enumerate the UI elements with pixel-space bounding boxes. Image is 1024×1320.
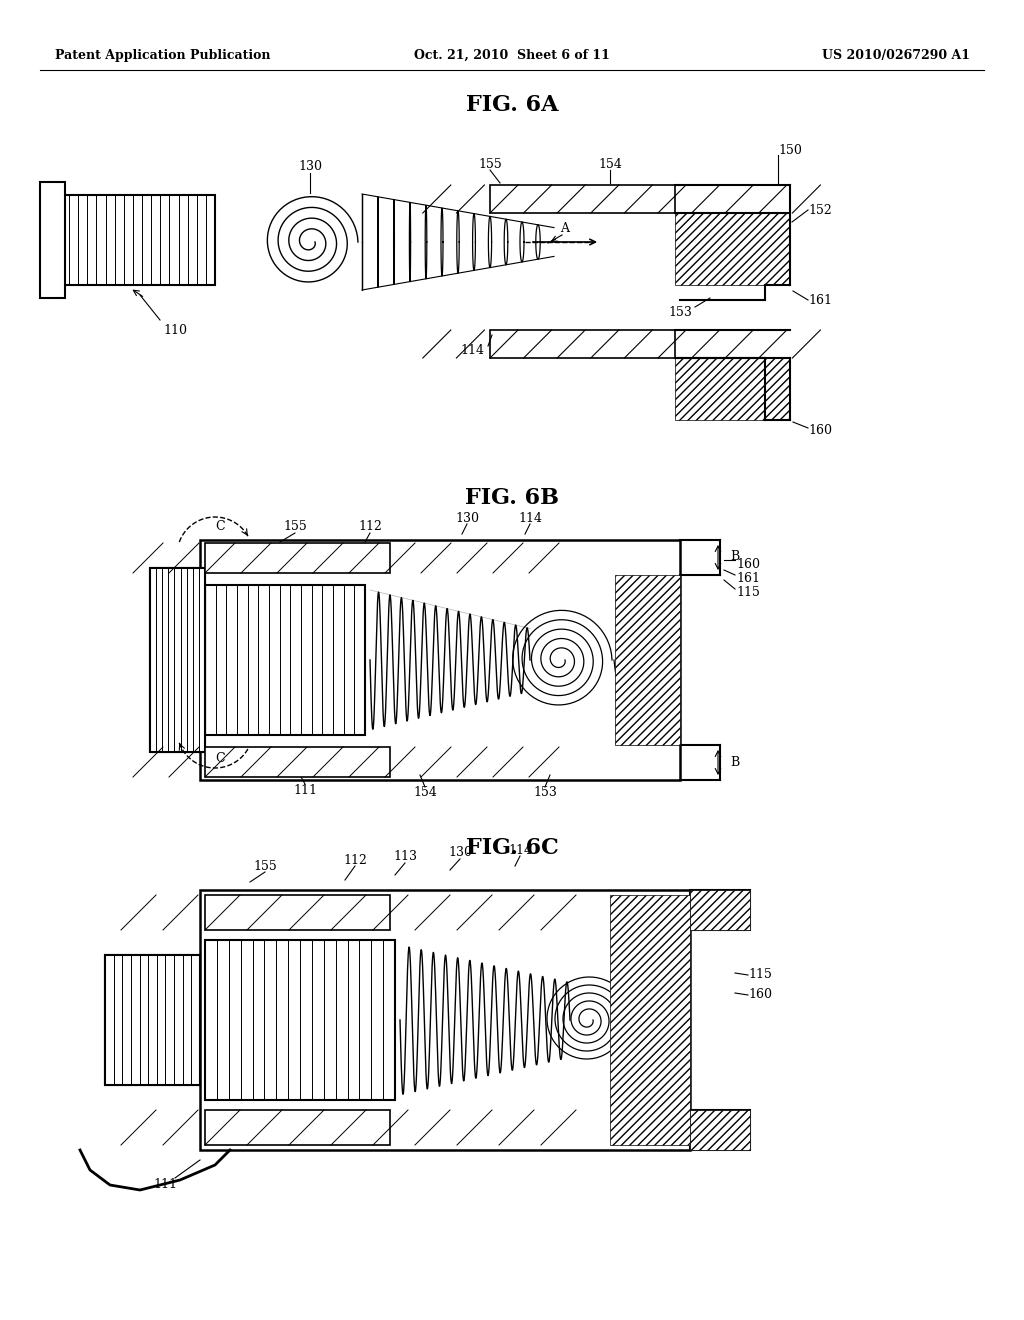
Bar <box>150 568 205 752</box>
Text: 114: 114 <box>460 343 484 356</box>
Text: 160: 160 <box>748 989 772 1002</box>
Bar <box>150 568 205 752</box>
Bar <box>675 213 790 285</box>
Text: Patent Application Publication: Patent Application Publication <box>55 49 270 62</box>
Text: A: A <box>560 222 569 235</box>
Bar <box>610 895 690 1144</box>
Bar <box>615 576 680 744</box>
Text: 130: 130 <box>455 511 479 524</box>
Bar <box>690 890 750 931</box>
Text: B: B <box>730 756 739 770</box>
Bar <box>205 585 365 735</box>
Text: FIG. 6B: FIG. 6B <box>465 487 559 510</box>
Bar <box>205 940 395 1100</box>
Text: 115: 115 <box>736 586 760 599</box>
Text: 153: 153 <box>668 305 692 318</box>
Bar <box>200 540 680 780</box>
Bar <box>205 895 390 931</box>
Bar <box>200 890 690 1150</box>
Text: FIG. 6A: FIG. 6A <box>466 94 558 116</box>
Text: 112: 112 <box>358 520 382 533</box>
Text: 160: 160 <box>736 558 760 572</box>
Bar <box>205 747 390 777</box>
Text: 161: 161 <box>736 573 760 586</box>
Text: B: B <box>730 550 739 564</box>
Text: 115: 115 <box>749 969 772 982</box>
Text: 161: 161 <box>808 293 831 306</box>
Text: 152: 152 <box>808 203 831 216</box>
Bar <box>490 330 675 358</box>
Text: 112: 112 <box>343 854 367 866</box>
Text: 130: 130 <box>298 161 322 173</box>
Text: 155: 155 <box>283 520 307 533</box>
Text: 160: 160 <box>808 424 831 437</box>
Bar <box>60 195 215 285</box>
Text: 155: 155 <box>253 859 276 873</box>
Text: 150: 150 <box>778 144 802 157</box>
Bar <box>205 1110 390 1144</box>
Bar <box>40 182 65 298</box>
Bar <box>105 954 200 1085</box>
Bar <box>690 890 750 931</box>
Text: 111: 111 <box>153 1179 177 1192</box>
Text: 153: 153 <box>534 787 557 800</box>
Text: FIG. 6C: FIG. 6C <box>466 837 558 859</box>
Text: C: C <box>215 520 225 533</box>
Bar <box>690 1110 750 1150</box>
Bar <box>490 185 675 213</box>
Text: 114: 114 <box>508 843 532 857</box>
Text: C: C <box>215 751 225 764</box>
Text: Oct. 21, 2010  Sheet 6 of 11: Oct. 21, 2010 Sheet 6 of 11 <box>414 49 610 62</box>
Text: 113: 113 <box>393 850 417 863</box>
Text: US 2010/0267290 A1: US 2010/0267290 A1 <box>822 49 970 62</box>
Text: 154: 154 <box>413 787 437 800</box>
Text: 154: 154 <box>598 158 622 172</box>
Bar <box>690 1110 750 1150</box>
Text: 130: 130 <box>449 846 472 859</box>
Text: 155: 155 <box>478 158 502 172</box>
Text: 114: 114 <box>518 511 542 524</box>
Text: 111: 111 <box>293 784 317 796</box>
Bar <box>675 358 790 420</box>
Bar <box>105 954 200 1085</box>
Text: 110: 110 <box>163 323 187 337</box>
Bar <box>205 543 390 573</box>
